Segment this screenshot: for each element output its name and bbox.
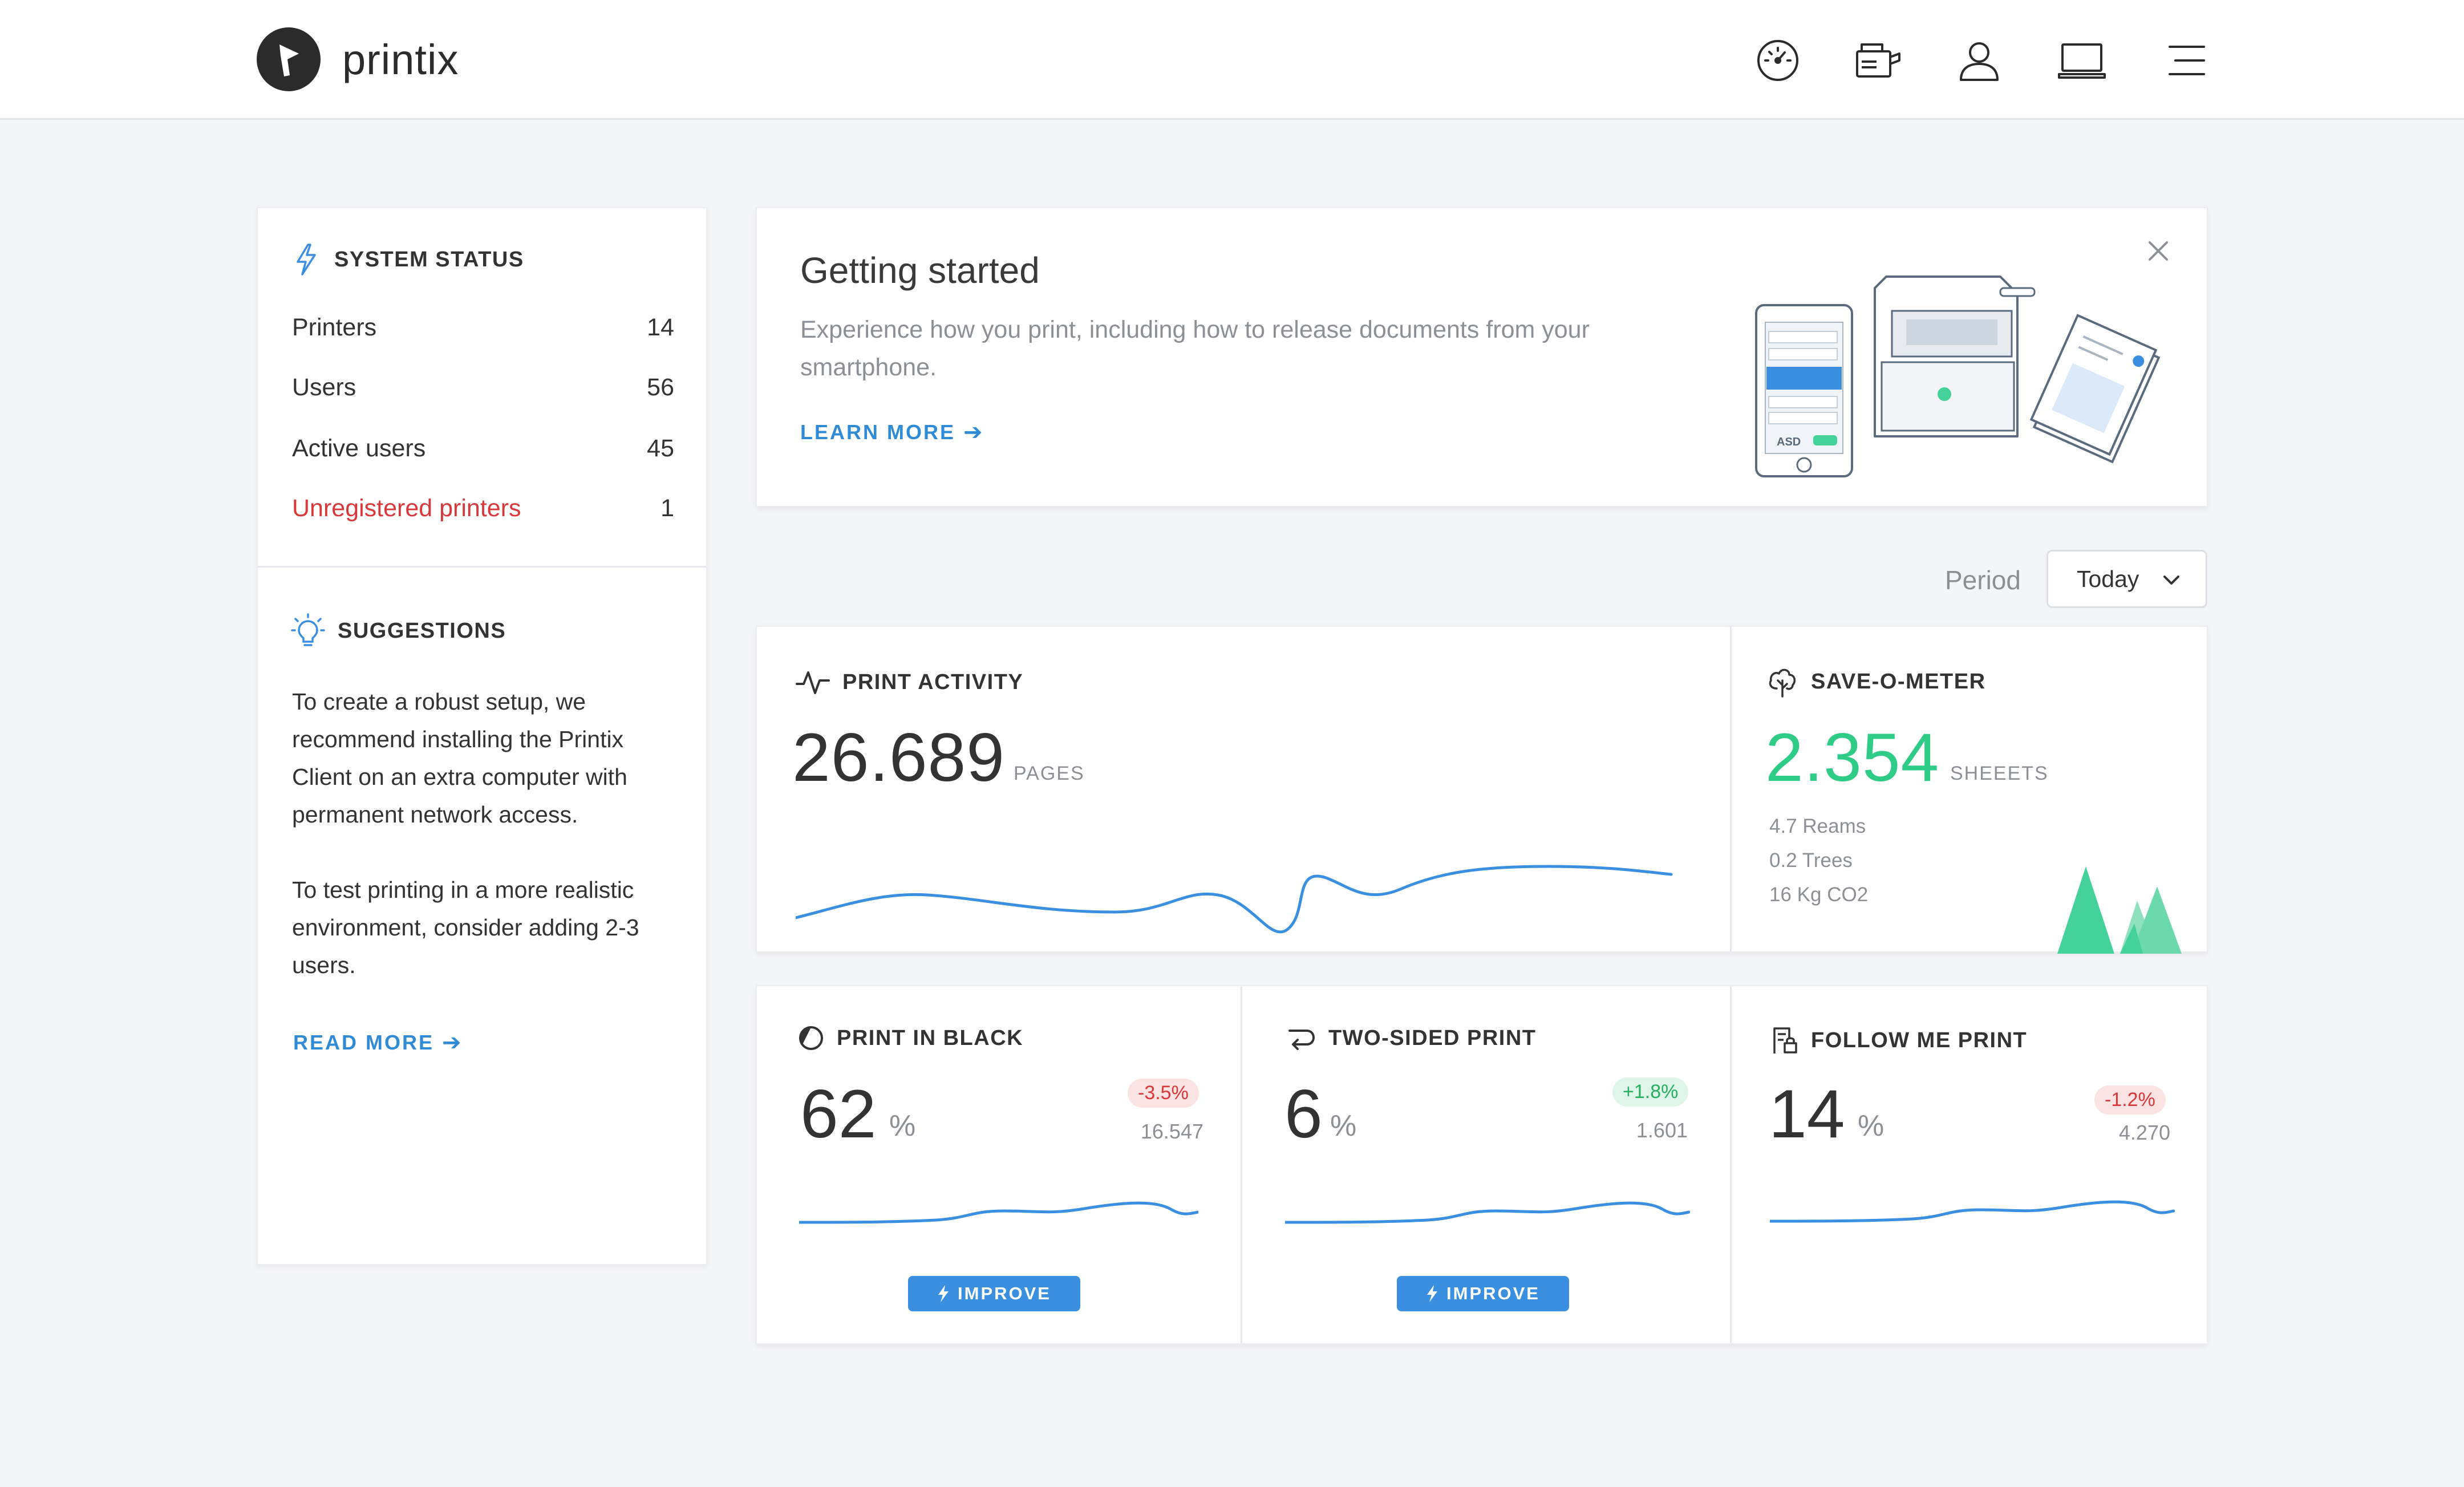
save-o-meter-header: SAVE-O-METER [1766, 666, 1986, 698]
stat-co2: 16 Kg CO2 [1769, 884, 1869, 906]
follow-me-print-title: FOLLOW ME PRINT [1811, 1028, 2028, 1052]
status-value: 1 [660, 495, 674, 522]
status-value: 14 [647, 314, 674, 341]
system-status-section: SYSTEM STATUS Printers 14 Users 56 Activ… [258, 208, 706, 568]
secure-print-icon [1773, 1027, 1797, 1054]
printer-icon[interactable] [1854, 37, 1902, 84]
two-sided-print-unit: % [1330, 1109, 1357, 1142]
save-o-meter-title: SAVE-O-METER [1811, 669, 1986, 694]
follow-me-print-value: 14 [1769, 1076, 1845, 1152]
printix-logo[interactable]: printix [257, 27, 459, 91]
two-sided-print-title: TWO-SIDED PRINT [1328, 1026, 1537, 1050]
stat-reams: 4.7 Reams [1769, 815, 1866, 837]
lightning-icon [297, 244, 316, 275]
printix-logo-mark [257, 27, 321, 91]
learn-more-label: LEARN MORE [800, 420, 955, 444]
print-activity-title: PRINT ACTIVITY [842, 670, 1024, 694]
getting-started-text: Experience how you print, including how … [800, 316, 1590, 381]
status-row-active-users[interactable]: Active users 45 [292, 435, 674, 463]
chevron-down-icon [2163, 576, 2179, 585]
follow-me-print-change-badge: -1.2% [2094, 1085, 2166, 1115]
stats-card: PRINT IN BLACK 62 % -3.5% 16.547 IMPROVE… [756, 985, 2208, 1344]
follow-me-print-count: 4.270 [2118, 1121, 2170, 1144]
print-in-black-value: 62 [800, 1076, 877, 1152]
lightning-icon [938, 1285, 949, 1302]
arrow-right-icon: ➔ [442, 1030, 463, 1055]
print-activity-header: PRINT ACTIVITY [796, 668, 1023, 696]
improve-button[interactable]: IMPROVE [908, 1276, 1080, 1311]
print-in-black-title: PRINT IN BLACK [837, 1026, 1024, 1050]
print-in-black-header: PRINT IN BLACK [798, 1025, 1023, 1051]
dashboard-icon[interactable] [1754, 37, 1802, 84]
lightbulb-icon [291, 613, 325, 646]
print-in-black-count: 16.547 [1140, 1120, 1203, 1143]
print-activity-value: 26.689 [792, 719, 1006, 796]
left-panel: SYSTEM STATUS Printers 14 Users 56 Activ… [257, 207, 707, 1265]
save-o-meter-unit: SHEEETS [1950, 763, 2049, 784]
stats-divider-1 [1241, 986, 1242, 1343]
system-status-header: SYSTEM STATUS [291, 242, 524, 277]
duplex-arrow-icon [1288, 1030, 1315, 1050]
read-more-link[interactable]: READ MORE ➔ [293, 1030, 463, 1056]
save-o-meter-stats: 4.7 Reams 0.2 Trees 16 Kg CO2 [1769, 809, 1868, 912]
getting-started-title: Getting started [800, 250, 1040, 291]
arrow-right-icon: ➔ [963, 420, 984, 445]
activity-divider [1730, 627, 1732, 951]
improve-label: IMPROVE [958, 1283, 1051, 1303]
pulse-icon [796, 671, 830, 694]
read-more-label: READ MORE [293, 1031, 435, 1054]
status-label: Active users [292, 435, 426, 462]
two-sided-print-count: 1.601 [1636, 1119, 1688, 1142]
user-icon[interactable] [1955, 37, 2003, 84]
status-row-unregistered-printers[interactable]: Unregistered printers 1 [292, 495, 674, 522]
system-status-title: SYSTEM STATUS [334, 247, 524, 272]
stat-trees: 0.2 Trees [1769, 849, 1853, 872]
follow-me-print-header: FOLLOW ME PRINT [1770, 1025, 2027, 1056]
save-o-meter-value: 2.354 [1765, 719, 1940, 796]
suggestion-text-2: To test printing in a more realistic env… [292, 877, 639, 978]
menu-icon[interactable] [2163, 37, 2211, 84]
close-icon[interactable] [2144, 237, 2173, 265]
getting-started-card: Getting started Experience how you print… [756, 207, 2208, 507]
tree-icon [1769, 668, 1796, 698]
activity-card: PRINT ACTIVITY 26.689 PAGES SAVE-O-METER… [756, 626, 2208, 954]
status-row-printers[interactable]: Printers 14 [292, 314, 674, 342]
follow-me-print-unit: % [1858, 1109, 1885, 1142]
lightning-icon [1427, 1285, 1438, 1302]
illustration-label: ASD [1777, 436, 1801, 448]
improve-button[interactable]: IMPROVE [1397, 1276, 1569, 1311]
period-select[interactable]: Today [2046, 550, 2207, 608]
two-sided-print-change-badge: +1.8% [1612, 1077, 1689, 1107]
two-sided-print-value: 6 [1284, 1076, 1323, 1152]
two-sided-print-sparkline [1285, 1201, 1690, 1224]
half-circle-icon [799, 1026, 823, 1050]
print-in-black-sparkline [799, 1201, 1198, 1224]
status-label: Printers [292, 314, 377, 341]
print-in-black-change-badge: -3.5% [1128, 1079, 1199, 1108]
period-selected-value: Today [2077, 565, 2139, 592]
brand-name: printix [342, 35, 459, 83]
trees-graphic [2057, 866, 2182, 954]
two-sided-print-header: TWO-SIDED PRINT [1285, 1025, 1536, 1051]
improve-label: IMPROVE [1446, 1283, 1540, 1303]
phone-printer-illustration: ASD [1755, 275, 2161, 477]
period-label: Period [1945, 565, 2021, 595]
status-label: Users [292, 374, 356, 401]
status-label: Unregistered printers [292, 495, 521, 522]
suggestions-title: SUGGESTIONS [338, 618, 506, 643]
status-value: 56 [647, 374, 674, 401]
learn-more-link[interactable]: LEARN MORE ➔ [800, 419, 984, 445]
stats-divider-2 [1730, 986, 1732, 1343]
laptop-icon[interactable] [2058, 37, 2106, 84]
status-value: 45 [647, 435, 674, 462]
follow-me-print-sparkline [1770, 1200, 2175, 1223]
suggestion-text-1: To create a robust setup, we recommend i… [292, 688, 627, 828]
suggestions-header: SUGGESTIONS [291, 612, 506, 650]
top-bar: printix [0, 0, 2464, 120]
print-activity-sparkline [796, 865, 1673, 934]
print-activity-unit: PAGES [1014, 763, 1085, 784]
print-in-black-unit: % [889, 1109, 916, 1142]
status-row-users[interactable]: Users 56 [292, 374, 674, 402]
